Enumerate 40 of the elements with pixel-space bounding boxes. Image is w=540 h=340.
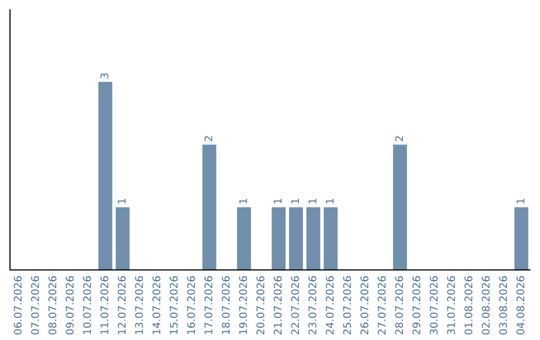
data-label: 1 bbox=[291, 198, 299, 204]
x-tick-label: 24.07.2026 bbox=[326, 276, 334, 334]
x-tick-label: 18.07.2026 bbox=[222, 276, 230, 334]
x-tick-label: 28.07.2026 bbox=[395, 276, 404, 334]
x-tick-label: 14.07.2026 bbox=[152, 276, 160, 334]
data-label: 1 bbox=[326, 198, 334, 204]
x-tick-label: 09.07.2026 bbox=[66, 276, 74, 334]
x-tick-label: 10.07.2026 bbox=[83, 276, 92, 334]
x-tick-label: 29.07.2026 bbox=[412, 276, 420, 334]
data-label: 3 bbox=[100, 73, 108, 78]
x-tick-label: 06.07.2026 bbox=[14, 276, 22, 334]
x-tick-label: 03.08.2026 bbox=[499, 276, 508, 334]
x-tick-label: 23.07.2026 bbox=[308, 276, 316, 334]
x-tick-label: 20.07.2026 bbox=[256, 276, 264, 334]
data-label: 1 bbox=[308, 198, 316, 204]
data-label: 2 bbox=[204, 136, 212, 142]
x-tick-label: 22.07.2026 bbox=[291, 276, 300, 334]
x-tick-label: 19.07.2026 bbox=[239, 276, 248, 334]
x-tick-label: 25.07.2026 bbox=[343, 276, 352, 334]
data-label: 2 bbox=[395, 136, 403, 142]
x-tick-label: 01.08.2026 bbox=[464, 276, 472, 334]
x-tick-label: 26.07.2026 bbox=[360, 276, 368, 334]
x-tick-label: 04.08.2026 bbox=[516, 276, 524, 334]
x-tick-label: 30.07.2026 bbox=[430, 276, 438, 334]
x-tick-label: 07.07.2026 bbox=[31, 276, 40, 334]
data-label: 1 bbox=[239, 198, 247, 204]
x-tick-label: 11.07.2026 bbox=[100, 276, 108, 334]
x-tick-label: 08.07.2026 bbox=[48, 276, 56, 334]
data-label: 1 bbox=[274, 198, 282, 204]
x-tick-label: 16.07.2026 bbox=[187, 276, 196, 334]
data-label: 1 bbox=[118, 198, 126, 204]
x-tick-label: 27.07.2026 bbox=[378, 276, 386, 334]
x-tick-label: 12.07.2026 bbox=[118, 276, 126, 334]
x-tick-label: 21.07.2026 bbox=[274, 276, 282, 334]
data-label: 1 bbox=[516, 198, 524, 204]
x-tick-label: 15.07.2026 bbox=[170, 276, 178, 334]
x-tick-label: 13.07.2026 bbox=[135, 276, 144, 334]
x-tick-label: 31.07.2026 bbox=[447, 276, 456, 334]
x-tick-label: 02.08.2026 bbox=[482, 276, 490, 334]
x-tick-label: 17.07.2026 bbox=[204, 276, 212, 334]
